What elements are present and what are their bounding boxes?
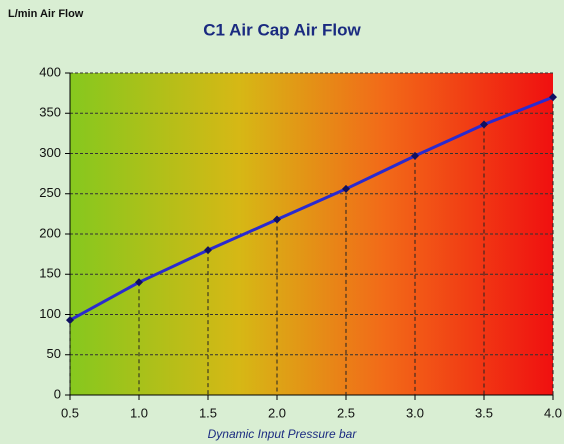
y-axis-title: L/min Air Flow bbox=[8, 8, 84, 20]
marker bbox=[411, 151, 419, 160]
marker bbox=[135, 278, 143, 287]
marker bbox=[549, 93, 557, 102]
x-tick-label: 4.0 bbox=[544, 405, 562, 420]
y-tick-label: 150 bbox=[39, 266, 61, 281]
marker bbox=[204, 246, 212, 255]
x-tick-label: 2.5 bbox=[337, 405, 355, 420]
y-tick-label: 0 bbox=[54, 386, 61, 401]
y-tick-label: 250 bbox=[39, 185, 61, 200]
marker bbox=[66, 316, 74, 325]
y-tick-label: 100 bbox=[39, 306, 61, 321]
x-tick-label: 3.5 bbox=[475, 405, 493, 420]
y-tick-label: 300 bbox=[39, 145, 61, 160]
x-tick-label: 2.0 bbox=[268, 405, 286, 420]
marker bbox=[480, 120, 488, 129]
x-tick-label: 3.0 bbox=[406, 405, 424, 420]
chart-title: C1 Air Cap Air Flow bbox=[203, 20, 361, 39]
y-tick-label: 350 bbox=[39, 105, 61, 120]
marker bbox=[273, 215, 281, 224]
x-tick-label: 0.5 bbox=[61, 405, 79, 420]
marker bbox=[342, 184, 350, 193]
x-tick-label: 1.0 bbox=[130, 405, 148, 420]
x-tick-label: 1.5 bbox=[199, 405, 217, 420]
y-tick-label: 400 bbox=[39, 64, 61, 79]
y-tick-label: 200 bbox=[39, 225, 61, 240]
y-tick-label: 50 bbox=[47, 346, 61, 361]
series-line bbox=[69, 95, 554, 322]
x-axis-title: Dynamic Input Pressure bar bbox=[208, 427, 358, 441]
